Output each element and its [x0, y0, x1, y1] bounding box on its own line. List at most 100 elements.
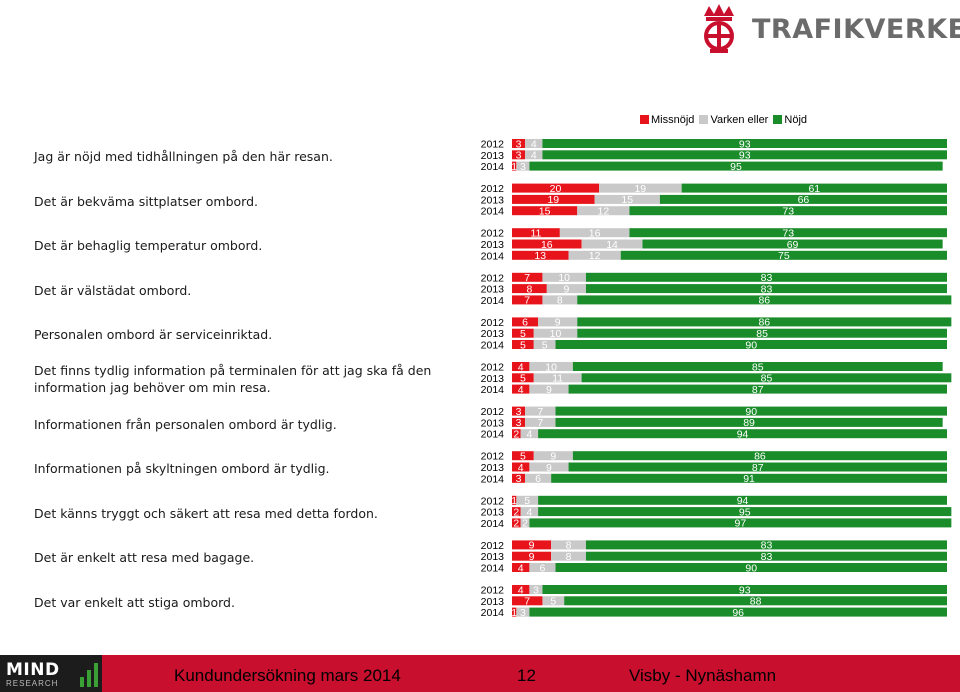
bar-segment-varken: [533, 340, 556, 349]
bar-segment-nojd: [538, 429, 947, 439]
bar-segment-varken: [525, 473, 552, 483]
bar-segment-nojd: [577, 317, 952, 327]
bar-segment-missnojd: [512, 183, 599, 193]
data-label-varken: 3: [520, 161, 526, 173]
year-label: 2014: [481, 340, 505, 352]
data-label-nojd: 83: [761, 551, 773, 563]
data-label-varken: 4: [526, 429, 532, 441]
data-label-missnojd: 3: [516, 406, 522, 418]
data-label-missnojd: 1: [511, 161, 517, 173]
year-label: 2013: [481, 328, 505, 340]
year-label: 2013: [481, 417, 505, 429]
legend-swatch-varken: [699, 115, 709, 124]
year-label: 2014: [481, 161, 505, 173]
question-label: Jag är nöjd med tidhållningen på den här…: [34, 149, 333, 164]
bar-segment-missnojd: [512, 228, 560, 238]
bar-segment-varken: [525, 139, 543, 148]
question-label: Det finns tydlig information på terminal…: [34, 363, 432, 395]
bar-segment-missnojd: [512, 161, 517, 171]
bar-segment-varken: [525, 406, 556, 416]
year-label: 2012: [481, 540, 505, 552]
data-label-missnojd: 9: [529, 551, 535, 563]
footer-title: Kundundersökning mars 2014: [174, 666, 401, 685]
data-label-missnojd: 4: [518, 562, 524, 574]
bar-segment-nojd: [568, 462, 947, 472]
year-label: 2014: [481, 250, 505, 262]
bar-segment-missnojd: [512, 406, 526, 416]
question-label: Personalen ombord är serviceinriktad.: [34, 327, 273, 343]
data-label-varken: 7: [537, 406, 543, 418]
footer-page-number: 12: [517, 666, 536, 685]
year-label: 2012: [481, 183, 505, 195]
data-label-missnojd: 16: [541, 239, 553, 251]
bar-segment-nojd: [629, 228, 947, 238]
bar-segment-missnojd: [512, 585, 530, 594]
data-label-nojd: 85: [752, 361, 764, 373]
bar-segment-varken: [529, 585, 543, 594]
data-label-nojd: 69: [787, 239, 799, 251]
legend-item-missnojd: Missnöjd: [640, 114, 694, 126]
year-label: 2014: [481, 518, 505, 530]
year-label: 2012: [481, 406, 505, 418]
data-label-varken: 4: [526, 506, 532, 518]
data-label-nojd: 75: [778, 250, 790, 262]
data-label-missnojd: 5: [520, 373, 526, 385]
bar-segment-varken: [551, 551, 586, 561]
bar-segment-varken: [529, 563, 556, 572]
bar-segment-nojd: [555, 406, 947, 416]
data-label-missnojd: 2: [513, 429, 519, 441]
data-label-nojd: 94: [737, 429, 749, 441]
bar-segment-nojd: [529, 161, 943, 171]
bar-segment-nojd: [568, 384, 947, 394]
bar-segment-missnojd: [512, 507, 521, 517]
data-label-nojd: 89: [743, 417, 755, 429]
data-label-varken: 9: [550, 451, 556, 463]
data-label-varken: 14: [606, 239, 618, 251]
data-label-varken: 5: [524, 495, 530, 507]
year-label: 2013: [481, 373, 505, 385]
year-label: 2013: [481, 507, 505, 519]
bar-segment-varken: [520, 429, 539, 439]
bar-segment-missnojd: [512, 373, 534, 383]
year-label: 2012: [481, 585, 505, 597]
bar-segment-varken: [559, 228, 630, 238]
data-label-varken: 9: [546, 462, 552, 474]
data-label-missnojd: 4: [518, 584, 524, 596]
data-label-varken: 10: [550, 328, 562, 340]
bar-segment-varken: [577, 206, 630, 216]
bar-segment-varken: [516, 495, 539, 505]
year-label: 2013: [481, 150, 505, 162]
data-label-missnojd: 7: [524, 596, 530, 608]
bar-segment-nojd: [681, 183, 947, 193]
bar-segment-missnojd: [512, 150, 526, 160]
mind-logo-text: MIND: [6, 660, 60, 680]
year-label: 2012: [481, 362, 505, 374]
data-label-missnojd: 20: [550, 183, 562, 195]
bar-segment-missnojd: [512, 194, 595, 204]
data-label-nojd: 93: [739, 584, 751, 596]
bar-segment-varken: [516, 161, 530, 171]
bar-segment-varken: [546, 284, 586, 294]
data-label-varken: 4: [531, 150, 537, 162]
year-label: 2013: [481, 596, 505, 608]
data-label-missnojd: 2: [513, 506, 519, 518]
bar-segment-missnojd: [512, 284, 547, 294]
data-label-varken: 16: [589, 228, 601, 240]
year-label: 2013: [481, 284, 505, 296]
data-label-missnojd: 3: [516, 417, 522, 429]
legend-label-nojd: Nöjd: [784, 114, 808, 126]
data-label-missnojd: 8: [526, 283, 532, 295]
bar-segment-nojd: [538, 507, 952, 517]
bar-segment-missnojd: [512, 462, 530, 472]
bar-segment-nojd: [542, 139, 947, 148]
data-label-nojd: 87: [752, 384, 764, 396]
bar-segment-missnojd: [512, 340, 534, 349]
data-label-nojd: 86: [758, 295, 770, 307]
legend-swatch-missnojd: [640, 115, 649, 124]
data-label-varken: 12: [598, 206, 610, 218]
data-label-nojd: 90: [745, 339, 757, 351]
bar-segment-varken: [516, 607, 530, 617]
year-label: 2013: [481, 462, 505, 474]
brand-name: TRAFIKVERKET: [752, 14, 960, 45]
mind-research-logo: MIND RESEARCH: [0, 655, 102, 692]
